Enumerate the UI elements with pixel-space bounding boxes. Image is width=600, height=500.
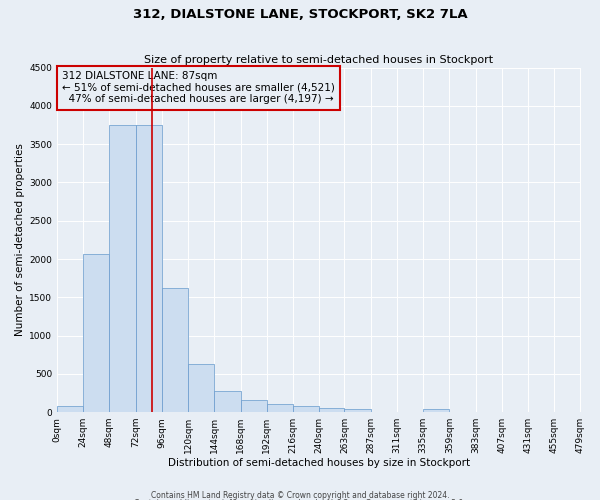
Text: 312, DIALSTONE LANE, STOCKPORT, SK2 7LA: 312, DIALSTONE LANE, STOCKPORT, SK2 7LA <box>133 8 467 20</box>
Bar <box>188 364 214 412</box>
Y-axis label: Number of semi-detached properties: Number of semi-detached properties <box>15 144 25 336</box>
Text: Contains public sector information licensed under the Open Government Licence v3: Contains public sector information licen… <box>134 499 466 500</box>
Bar <box>214 392 241 412</box>
Bar <box>162 288 188 412</box>
Bar <box>267 404 293 412</box>
X-axis label: Distribution of semi-detached houses by size in Stockport: Distribution of semi-detached houses by … <box>168 458 470 468</box>
Bar <box>83 254 109 412</box>
Bar <box>293 406 319 412</box>
Title: Size of property relative to semi-detached houses in Stockport: Size of property relative to semi-detach… <box>144 56 493 66</box>
Bar <box>109 125 136 412</box>
Bar <box>241 400 267 412</box>
Text: Contains HM Land Registry data © Crown copyright and database right 2024.: Contains HM Land Registry data © Crown c… <box>151 490 449 500</box>
Bar <box>423 410 449 412</box>
Bar <box>344 409 371 412</box>
Bar <box>136 125 162 412</box>
Bar <box>57 406 83 412</box>
Bar <box>319 408 344 412</box>
Text: 312 DIALSTONE LANE: 87sqm
← 51% of semi-detached houses are smaller (4,521)
  47: 312 DIALSTONE LANE: 87sqm ← 51% of semi-… <box>62 71 335 104</box>
